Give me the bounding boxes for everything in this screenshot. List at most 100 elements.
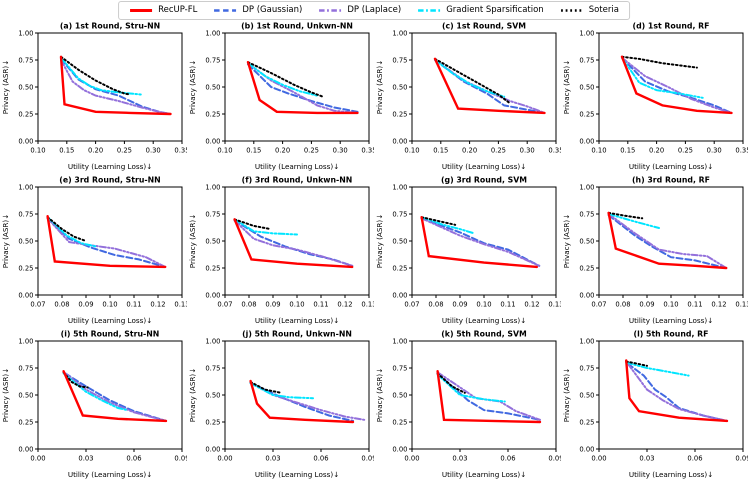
plot-border — [598, 340, 744, 450]
series-dp-gaussian — [46, 217, 167, 268]
subplot-k: 0.00 0.03 0.06 0.09 0.00 0.25 0.50 0.75 1.00 (k) … — [374, 327, 564, 481]
subplot-canvas: 0.10 0.15 0.20 0.25 0.30 0.35 0.00 0.25 0.50 0.75… — [375, 22, 564, 172]
y-tick-label: 1.00 — [205, 337, 220, 345]
x-tick-label: 0.11 — [500, 301, 515, 309]
x-tick-label: 0.20 — [88, 147, 103, 155]
x-axis-label: Utility (Learning Loss)↓ — [68, 162, 152, 171]
x-tick-label: 0.09 — [361, 455, 374, 463]
x-axis-label: Utility (Learning Loss)↓ — [629, 316, 713, 325]
y-tick-label: 0.00 — [18, 137, 33, 145]
subplot-canvas: 0.10 0.15 0.20 0.25 0.30 0.35 0.00 0.25 0.50 0.75… — [1, 22, 190, 172]
y-tick-label: 0.75 — [392, 56, 407, 64]
y-tick-label: 0.75 — [18, 364, 33, 372]
x-tick-label: 0.13 — [735, 301, 748, 309]
subplot-canvas: 0.00 0.03 0.06 0.09 0.00 0.25 0.50 0.75 1.00 (l) … — [562, 330, 748, 480]
series-recup-fl — [433, 57, 546, 115]
y-tick-label: 0.25 — [205, 264, 220, 272]
x-tick-label: 0.03 — [265, 455, 280, 463]
x-axis-label: Utility (Learning Loss)↓ — [442, 470, 526, 479]
series-dp-gaussian — [249, 382, 354, 422]
series-soteria — [60, 55, 132, 96]
y-tick-label: 0.75 — [205, 56, 220, 64]
x-tick-label: 0.07 — [30, 301, 45, 309]
series-gradient-sparsification — [420, 216, 476, 235]
series-dp-laplace — [607, 213, 728, 269]
x-tick-label: 0.10 — [217, 147, 232, 155]
x-axis-label: Utility (Learning Loss)↓ — [629, 470, 713, 479]
y-tick-label: 0.50 — [18, 237, 33, 245]
x-tick-label: 0.25 — [491, 147, 506, 155]
dp-gaussian-line-sample-icon — [214, 9, 237, 12]
y-tick-label: 1.00 — [392, 337, 407, 345]
y-tick-label: 0.75 — [579, 364, 594, 372]
x-tick-label: 0.15 — [620, 147, 635, 155]
series-recup-fl — [436, 370, 542, 424]
legend-label: RecUP-FL — [158, 5, 198, 16]
x-tick-label: 0.15 — [59, 147, 74, 155]
y-tick-label: 0.50 — [579, 83, 594, 91]
subplot-canvas: 0.10 0.15 0.20 0.25 0.30 0.35 0.00 0.25 0.50 0.75… — [562, 22, 748, 172]
x-tick-label: 0.35 — [735, 147, 748, 155]
series-gradient-sparsification — [436, 373, 506, 403]
series-gradient-sparsification — [233, 218, 298, 236]
y-tick-label: 1.00 — [579, 183, 594, 191]
y-tick-label: 0.25 — [18, 110, 33, 118]
y-tick-label: 0.00 — [579, 137, 594, 145]
subplot-a: 0.10 0.15 0.20 0.25 0.30 0.35 0.00 0.25 0.50 0.75… — [0, 19, 190, 173]
subplot-title: (g) 3rd Round, SVM — [441, 176, 527, 185]
y-tick-label: 0.25 — [392, 110, 407, 118]
series-recup-fl — [233, 218, 354, 269]
x-tick-label: 0.07 — [404, 301, 419, 309]
x-tick-label: 0.09 — [639, 301, 654, 309]
y-tick-label: 1.00 — [579, 337, 594, 345]
subplot-title: (e) 3rd Round, Stru-NN — [59, 176, 160, 185]
series-gradient-sparsification — [625, 361, 690, 377]
plot-border — [37, 186, 183, 296]
y-tick-label: 1.00 — [18, 337, 33, 345]
series-soteria — [625, 360, 648, 367]
y-tick-label: 0.50 — [205, 391, 220, 399]
soteria-line-sample-icon — [560, 9, 583, 12]
y-tick-label: 1.00 — [579, 29, 594, 37]
y-tick-label: 0.00 — [579, 445, 594, 453]
series-dp-gaussian — [436, 372, 541, 421]
subplot-title: (l) 5th Round, RF — [634, 330, 709, 339]
series-soteria — [233, 218, 272, 231]
y-tick-label: 1.00 — [392, 183, 407, 191]
legend-item-dp-laplace: DP (Laplace) — [318, 6, 401, 15]
legend: RecUP-FL DP (Gaussian) DP (Laplace) Gradien… — [118, 1, 630, 20]
plot-border — [411, 186, 557, 296]
y-tick-label: 0.50 — [579, 237, 594, 245]
legend-label: DP (Gaussian) — [242, 5, 303, 16]
y-tick-label: 0.00 — [18, 291, 33, 299]
plot-border — [37, 340, 183, 450]
subplot-d: 0.10 0.15 0.20 0.25 0.30 0.35 0.00 0.25 0.50 0.75… — [561, 19, 748, 173]
legend-label: Gradient Sparsification — [446, 5, 544, 16]
x-tick-label: 0.09 — [78, 301, 93, 309]
y-tick-label: 0.00 — [392, 445, 407, 453]
y-tick-label: 0.75 — [392, 210, 407, 218]
x-tick-label: 0.00 — [217, 455, 232, 463]
x-tick-label: 0.30 — [333, 147, 348, 155]
gradient-sparsification-line-sample-icon — [418, 9, 441, 12]
plot-border — [598, 186, 744, 296]
subplot-title: (j) 5th Round, Unkwn-NN — [242, 330, 352, 339]
y-tick-label: 1.00 — [205, 183, 220, 191]
x-tick-label: 0.00 — [591, 455, 606, 463]
subplot-title: (b) 1st Round, Unkwn-NN — [241, 22, 353, 31]
x-tick-label: 0.25 — [117, 147, 132, 155]
dp-laplace-line-sample-icon — [319, 9, 342, 12]
plot-border — [224, 340, 370, 450]
y-tick-label: 0.00 — [579, 291, 594, 299]
y-tick-label: 0.50 — [205, 83, 220, 91]
series-soteria — [621, 55, 698, 69]
subplot-canvas: 0.07 0.08 0.09 0.10 0.11 0.12 0.13 0.00 0.25 0.50… — [1, 176, 190, 326]
y-tick-label: 0.25 — [392, 418, 407, 426]
series-dp-laplace — [436, 371, 541, 421]
x-tick-label: 0.12 — [337, 301, 352, 309]
x-tick-label: 0.00 — [30, 455, 45, 463]
x-tick-label: 0.09 — [265, 301, 280, 309]
x-axis-label: Utility (Learning Loss)↓ — [255, 316, 339, 325]
x-axis-label: Utility (Learning Loss)↓ — [68, 316, 152, 325]
y-tick-label: 1.00 — [392, 29, 407, 37]
